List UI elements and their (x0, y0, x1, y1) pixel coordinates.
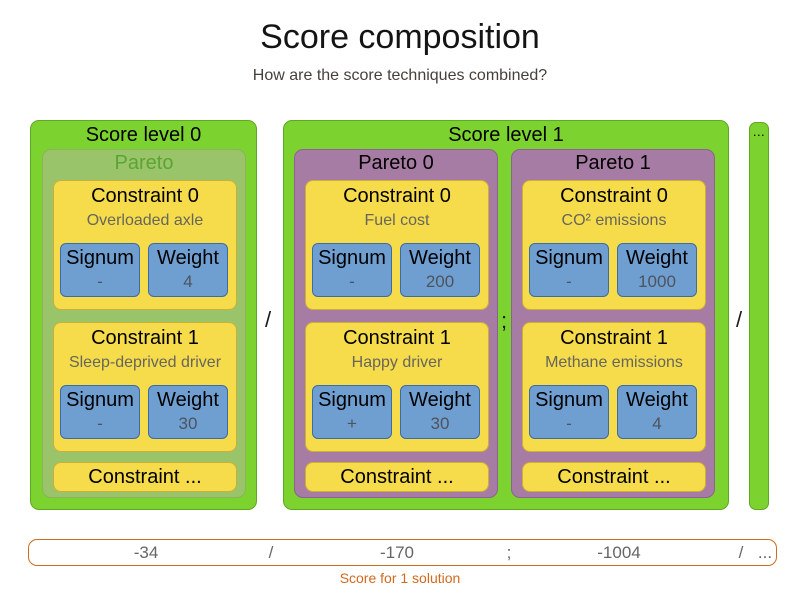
constraint-chips: Signum - Weight 200 (312, 243, 482, 297)
page-title: Score composition (260, 18, 540, 56)
constraint-card: Constraint 0 Fuel cost Signum - Weight 2… (305, 180, 489, 310)
signum-value: - (97, 272, 103, 291)
signum-box: Signum + (312, 385, 392, 439)
constraint-chips: Signum - Weight 4 (529, 385, 699, 439)
signum-value: - (566, 414, 572, 433)
weight-value: 1000 (638, 272, 676, 291)
signum-value: - (349, 272, 355, 291)
constraint-card: Constraint 1 Methane emissions Signum - … (522, 322, 706, 452)
weight-box: Weight 200 (400, 243, 480, 297)
constraint-description: Happy driver (351, 354, 443, 371)
level-separator-slash: / (264, 307, 272, 332)
score-separator-slash: / (738, 543, 744, 562)
weight-box: Weight 1000 (617, 243, 697, 297)
score-separator-semicolon: ; (506, 543, 512, 562)
constraint-chips: Signum - Weight 1000 (529, 243, 699, 297)
signum-box: Signum - (529, 243, 609, 297)
constraint-more-card: Constraint ... (522, 462, 706, 492)
pareto-group: Pareto Constraint 0 Overloaded axle Sign… (42, 149, 246, 498)
score-pareto0-value: -170 (379, 543, 415, 562)
constraint-card: Constraint 1 Happy driver Signum + Weigh… (305, 322, 489, 452)
weight-value: 4 (183, 272, 193, 291)
signum-label: Signum (318, 247, 386, 269)
level-separator-slash: / (735, 307, 743, 332)
pareto-1-title: Pareto 1 (575, 152, 651, 174)
score-more-ellipsis: ... (757, 543, 773, 562)
signum-value: - (566, 272, 572, 291)
weight-label: Weight (626, 247, 688, 269)
constraint-chips: Signum - Weight 4 (60, 243, 230, 297)
score-separator-slash: / (268, 543, 274, 562)
constraint-description: Sleep-deprived driver (68, 354, 222, 371)
signum-value: + (347, 414, 357, 433)
constraint-card: Constraint 0 CO² emissions Signum - Weig… (522, 180, 706, 310)
signum-label: Signum (318, 389, 386, 411)
score-level-1: Score level 1 Pareto 0 Constraint 0 Fuel… (283, 120, 729, 510)
signum-label: Signum (535, 389, 603, 411)
signum-label: Signum (535, 247, 603, 269)
weight-label: Weight (157, 389, 219, 411)
signum-label: Signum (66, 389, 134, 411)
score-level-1-title: Score level 1 (448, 124, 564, 146)
weight-box: Weight 4 (617, 385, 697, 439)
pareto-0-group: Pareto 0 Constraint 0 Fuel cost Signum -… (294, 149, 498, 498)
pareto-0-title: Pareto 0 (358, 152, 434, 174)
signum-box: Signum - (312, 243, 392, 297)
pareto-1-group: Pareto 1 Constraint 0 CO² emissions Sign… (511, 149, 715, 498)
score-bar-caption: Score for 1 solution (339, 570, 461, 586)
weight-value: 30 (178, 414, 198, 433)
constraint-chips: Signum - Weight 30 (60, 385, 230, 439)
signum-value: - (97, 414, 103, 433)
signum-box: Signum - (529, 385, 609, 439)
signum-label: Signum (66, 247, 134, 269)
constraint-description: Fuel cost (364, 212, 430, 229)
weight-label: Weight (409, 389, 471, 411)
pareto-group-title: Pareto (114, 152, 174, 174)
more-score-levels-box: ... (749, 122, 769, 510)
weight-box: Weight 4 (148, 243, 228, 297)
constraint-title: Constraint 1 (91, 327, 199, 349)
constraint-title: Constraint 0 (91, 185, 199, 207)
constraint-card: Constraint 0 Overloaded axle Signum - We… (53, 180, 237, 310)
constraint-title: Constraint 1 (560, 327, 668, 349)
weight-value: 4 (652, 414, 662, 433)
constraint-title: Constraint 1 (343, 327, 451, 349)
constraint-title: Constraint 0 (560, 185, 668, 207)
signum-box: Signum - (60, 243, 140, 297)
constraint-title: Constraint 0 (343, 185, 451, 207)
score-level0-value: -34 (133, 543, 159, 562)
constraint-description: Overloaded axle (86, 212, 204, 229)
constraint-description: CO² emissions (561, 212, 667, 229)
weight-label: Weight (409, 247, 471, 269)
constraint-more-card: Constraint ... (305, 462, 489, 492)
score-pareto1-value: -1004 (597, 543, 641, 562)
page-subtitle: How are the score techniques combined? (252, 67, 548, 84)
weight-label: Weight (157, 247, 219, 269)
weight-box: Weight 30 (148, 385, 228, 439)
weight-value: 30 (430, 414, 450, 433)
weight-label: Weight (626, 389, 688, 411)
score-level-0: Score level 0 Pareto Constraint 0 Overlo… (30, 120, 257, 510)
constraint-card: Constraint 1 Sleep-deprived driver Signu… (53, 322, 237, 452)
score-level-0-title: Score level 0 (85, 124, 202, 146)
signum-box: Signum - (60, 385, 140, 439)
weight-box: Weight 30 (400, 385, 480, 439)
constraint-more-card: Constraint ... (53, 462, 237, 492)
score-result-bar: -34 / -170 ; -1004 / ... (28, 539, 777, 566)
pareto-separator-semicolon: ; (500, 308, 508, 333)
constraint-description: Methane emissions (545, 354, 683, 371)
constraint-chips: Signum + Weight 30 (312, 385, 482, 439)
weight-value: 200 (425, 272, 455, 291)
